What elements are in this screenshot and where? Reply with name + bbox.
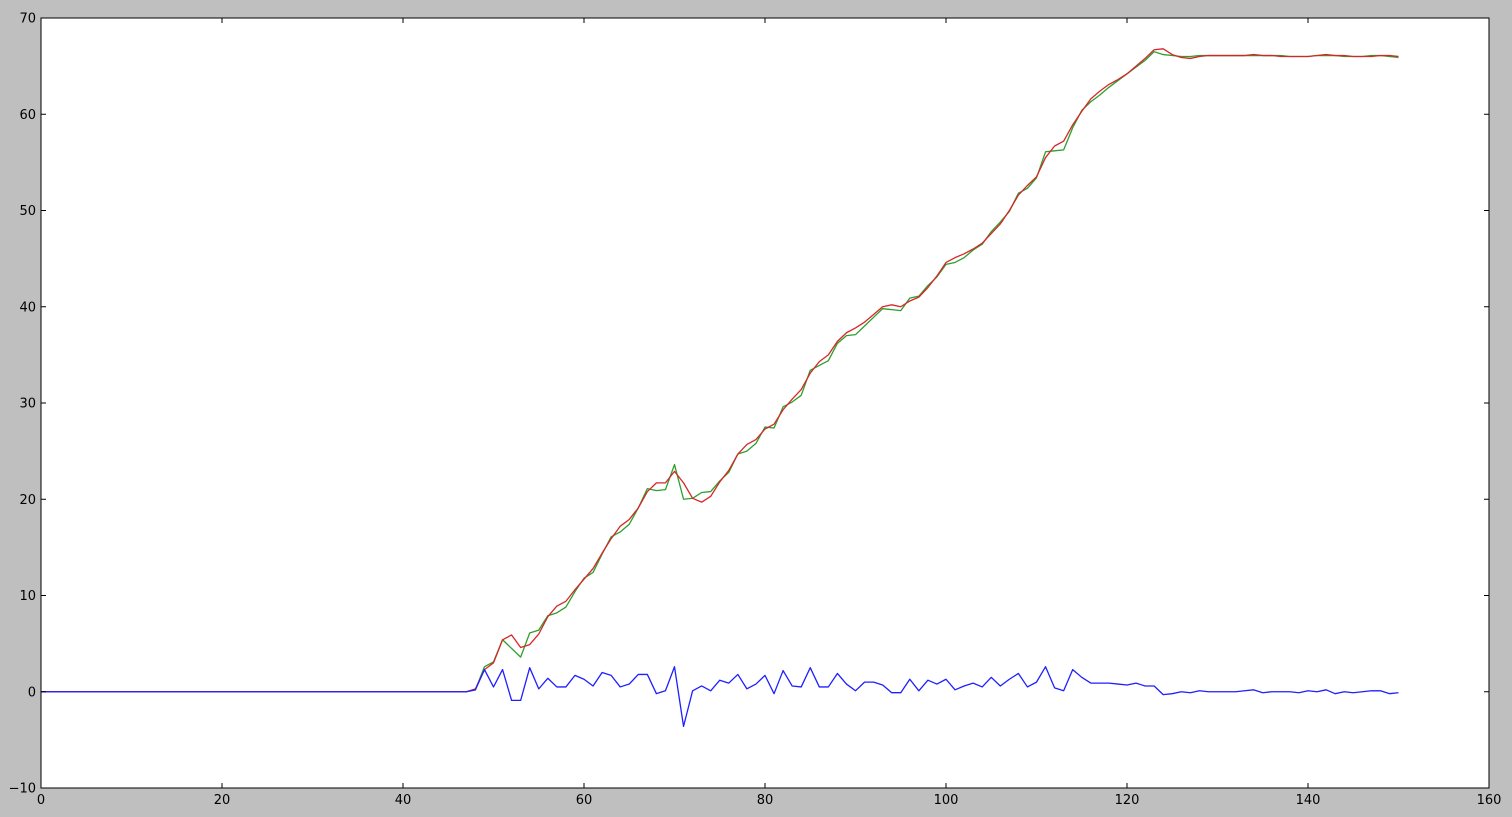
y-tick-label: −10 bbox=[9, 782, 36, 797]
y-axis: −10 0 10 20 30 40 50 60 70 bbox=[9, 12, 1489, 797]
x-tick-label: 60 bbox=[576, 793, 593, 808]
x-tick-label: 80 bbox=[757, 793, 774, 808]
series-line-3 bbox=[41, 666, 1399, 728]
x-tick-label: 120 bbox=[1115, 793, 1140, 808]
y-tick-label: 60 bbox=[19, 108, 36, 123]
plot-area bbox=[41, 18, 1489, 788]
y-tick-label: 30 bbox=[19, 397, 36, 412]
y-tick-label: 10 bbox=[19, 589, 36, 604]
x-axis: 0 20 40 60 80 100 120 140 160 bbox=[37, 18, 1502, 808]
y-tick-label: 50 bbox=[19, 204, 36, 219]
y-tick-label: 40 bbox=[19, 300, 36, 315]
y-tick-label: 0 bbox=[28, 685, 36, 700]
y-tick-label: 20 bbox=[19, 493, 36, 508]
y-tick-label: 70 bbox=[19, 12, 36, 27]
x-tick-label: 140 bbox=[1296, 793, 1321, 808]
x-tick-label: 100 bbox=[934, 793, 959, 808]
x-tick-label: 160 bbox=[1477, 793, 1502, 808]
series-layer bbox=[41, 48, 1399, 728]
x-tick-label: 40 bbox=[395, 793, 412, 808]
x-tick-label: 0 bbox=[37, 793, 45, 808]
x-tick-label: 20 bbox=[214, 793, 231, 808]
series-line-2 bbox=[41, 48, 1399, 693]
